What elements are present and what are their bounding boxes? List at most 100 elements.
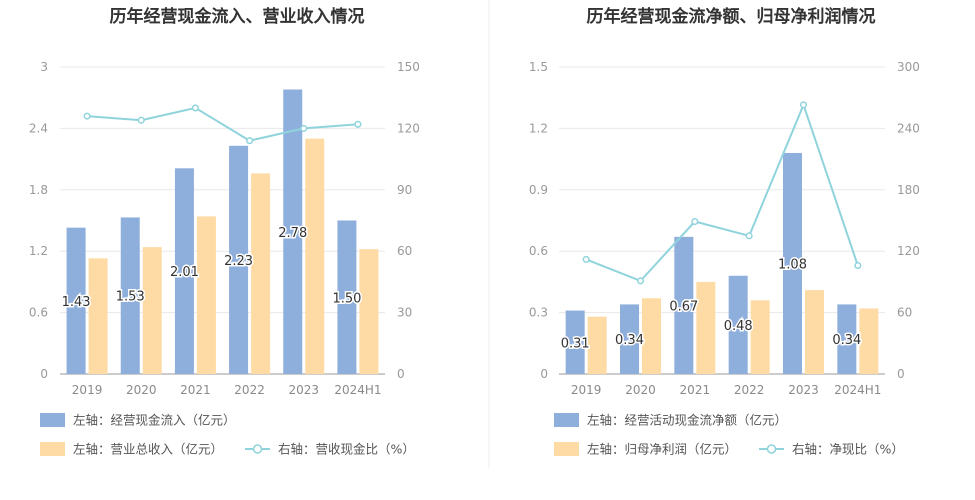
x-axis-category-label: 2023 [288,383,319,397]
bar-data-label: 2.23 [224,254,253,269]
x-axis-category-label: 2024H1 [834,383,881,397]
x-axis-category-label: 2020 [126,383,157,397]
left-axis-tick-label: 0.3 [529,306,548,320]
ratio-line-point [854,261,862,270]
ratio-line-point [300,124,308,132]
bar-secondary-series [859,308,879,374]
legend-label: 右轴：净现比（%） [792,442,904,457]
legend-marker [252,444,263,454]
bar-data-label: 1.08 [778,257,807,272]
bar-data-label: 2.78 [278,226,307,241]
bar-primary-series [674,236,694,374]
left-axis-tick-label: 0.6 [529,244,548,258]
x-axis-category-label: 2019 [571,383,602,397]
bar-primary-series [337,220,357,374]
left-axis-tick-label: 1.8 [29,183,48,197]
left-axis-tick-label: 0.6 [29,306,48,320]
bar-secondary-series [750,300,770,374]
right-axis-tick-label: 30 [397,306,412,320]
legend-marker [766,444,777,454]
ratio-line-point [745,232,753,240]
bar-data-label: 0.31 [561,336,590,351]
x-axis-category-label: 2022 [234,383,265,397]
left-axis-tick-label: 1.5 [529,60,548,74]
legend-swatch [554,442,579,456]
bar-data-label: 1.43 [62,295,91,310]
ratio-line-point [582,255,590,263]
chart-title: 历年经营现金流入、营业收入情况 [110,6,365,27]
right-axis-tick-label: 150 [397,60,420,74]
bar-secondary-series [88,258,108,374]
ratio-line-point [354,120,362,128]
ratio-line-point [137,116,145,124]
x-axis-category-label: 2021 [180,383,211,397]
ratio-line-series [585,102,859,283]
bar-primary-series [283,89,303,374]
left-axis-tick-label: 3 [40,60,48,74]
legend-label: 左轴：营业总收入（亿元） [73,442,223,457]
right-axis-tick-label: 60 [397,244,412,258]
right-axis-tick-label: 180 [897,183,920,197]
legend-label: 左轴：经营活动现金流净额（亿元） [587,413,787,428]
right-axis-tick-label: 0 [897,367,905,381]
right-axis-tick-label: 90 [397,183,412,197]
bar-secondary-series [251,173,271,374]
right-axis-tick-label: 300 [897,60,920,74]
bar-primary-series [837,304,857,374]
legend-swatch [554,413,579,427]
bar-data-label: 0.67 [669,299,698,314]
left-axis-tick-label: 0 [540,367,548,381]
ratio-line-point [799,101,808,109]
right-axis-tick-label: 0 [397,367,405,381]
bar-secondary-series [587,316,607,374]
bar-secondary-series [196,216,216,374]
ratio-line-series [87,106,358,142]
bar-primary-series [783,152,802,374]
legend-label: 左轴：经营现金流入（亿元） [73,413,236,428]
ratio-line-point [691,217,699,226]
bar-secondary-series [805,290,824,374]
bar-primary-series [229,145,249,374]
bar-data-label: 1.50 [332,291,361,306]
bar-data-label: 2.01 [170,265,199,280]
bar-primary-series [174,168,194,374]
bar-secondary-series [642,298,661,374]
ratio-line-point [83,112,91,120]
legend-swatch [40,413,65,427]
bar-data-label: 0.34 [832,333,861,348]
bar-secondary-series [359,249,379,374]
chart-title: 历年经营现金流净额、归母净利润情况 [587,6,876,27]
x-axis-category-label: 2021 [680,383,711,397]
legend-swatch [40,442,65,456]
left-axis-tick-label: 0.9 [529,183,548,197]
chart-panel-net-cash-profit: 历年经营现金流净额、归母净利润情况 0 0 0.3 60 0.6 120 0.9 180 1.2 2… [529,6,920,457]
x-axis-category-label: 2022 [734,383,765,397]
x-axis-category-label: 2019 [72,383,103,397]
legend-label: 左轴：归母净利润（亿元） [587,442,737,457]
x-axis-category-label: 2023 [788,383,819,397]
bar-data-label: 0.48 [724,319,753,334]
left-axis-tick-label: 1.2 [29,244,48,258]
right-axis-tick-label: 120 [897,244,920,258]
ratio-line-point [636,277,645,285]
bar-primary-series [66,227,86,374]
right-axis-tick-label: 60 [897,306,912,320]
bar-data-label: 0.34 [615,333,644,348]
bar-secondary-series [142,247,162,374]
chart-panel-cash-inflow-revenue: 历年经营现金流入、营业收入情况 0 0 0.6 30 1.2 60 1.8 90 2.4 120 3 1… [29,6,420,457]
left-axis-tick-label: 0 [40,367,48,381]
bar-secondary-series [305,138,325,374]
bar-primary-series [565,310,585,374]
bar-data-label: 1.53 [116,290,145,305]
left-axis-tick-label: 1.2 [529,121,548,135]
ratio-line-point [191,104,199,112]
right-axis-tick-label: 120 [397,121,420,135]
bar-primary-series [728,275,748,374]
right-axis-tick-label: 240 [897,121,920,135]
x-axis-category-label: 2024H1 [334,383,381,397]
bar-secondary-series [696,281,716,374]
bar-primary-series [620,304,639,374]
legend-label: 右轴：营收现金比（%） [278,442,415,457]
bar-primary-series [120,217,140,374]
